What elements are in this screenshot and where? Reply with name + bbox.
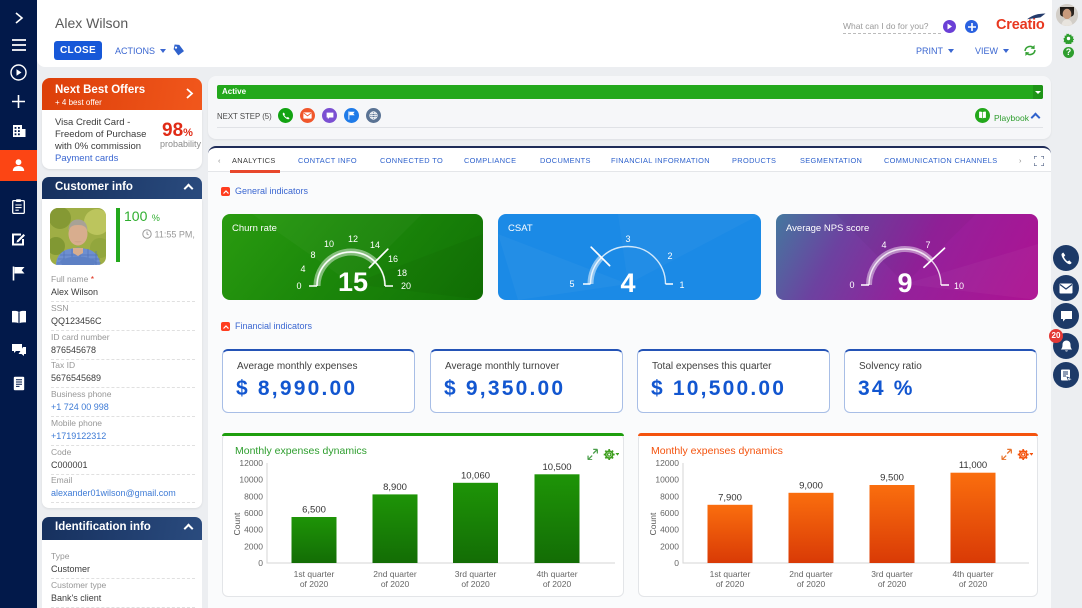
- svg-text:8: 8: [310, 250, 315, 260]
- svg-text:4th quarter: 4th quarter: [536, 569, 577, 579]
- svg-text:of 2020: of 2020: [461, 579, 490, 589]
- svg-text:0: 0: [296, 281, 301, 291]
- svg-text:6000: 6000: [660, 508, 679, 518]
- svg-text:2000: 2000: [244, 541, 263, 551]
- svg-text:2nd quarter: 2nd quarter: [373, 569, 417, 579]
- svg-text:6000: 6000: [244, 508, 263, 518]
- svg-text:6,500: 6,500: [302, 505, 326, 516]
- svg-text:4000: 4000: [660, 525, 679, 535]
- svg-text:9,500: 9,500: [880, 473, 904, 484]
- svg-text:8000: 8000: [244, 491, 263, 501]
- svg-text:4th quarter: 4th quarter: [952, 569, 993, 579]
- svg-text:Count: Count: [232, 512, 242, 535]
- svg-text:of 2020: of 2020: [381, 579, 410, 589]
- svg-text:20: 20: [401, 281, 411, 291]
- svg-text:Count: Count: [648, 512, 658, 535]
- svg-text:2000: 2000: [660, 541, 679, 551]
- svg-text:11,000: 11,000: [959, 460, 987, 471]
- svg-text:of 2020: of 2020: [716, 579, 745, 589]
- svg-text:4: 4: [300, 264, 305, 274]
- svg-text:7,900: 7,900: [718, 492, 742, 503]
- svg-text:18: 18: [397, 268, 407, 278]
- svg-text:of 2020: of 2020: [797, 579, 826, 589]
- svg-text:10000: 10000: [655, 475, 679, 485]
- svg-text:12000: 12000: [655, 458, 679, 468]
- svg-text:of 2020: of 2020: [543, 579, 572, 589]
- svg-text:4: 4: [620, 268, 635, 298]
- svg-text:3rd quarter: 3rd quarter: [455, 569, 497, 579]
- svg-text:0: 0: [258, 558, 263, 568]
- svg-text:of 2020: of 2020: [878, 579, 907, 589]
- svg-text:0: 0: [674, 558, 679, 568]
- svg-text:10: 10: [324, 239, 334, 249]
- svg-text:4: 4: [881, 240, 886, 250]
- svg-text:5: 5: [569, 279, 574, 289]
- svg-text:10,500: 10,500: [542, 462, 571, 473]
- svg-text:12: 12: [348, 234, 358, 244]
- svg-text:9,000: 9,000: [799, 480, 823, 491]
- svg-text:1st quarter: 1st quarter: [294, 569, 335, 579]
- svg-text:15: 15: [338, 267, 368, 297]
- svg-text:8000: 8000: [660, 491, 679, 501]
- svg-text:1: 1: [679, 280, 684, 290]
- svg-text:2: 2: [667, 251, 672, 261]
- svg-text:2nd quarter: 2nd quarter: [789, 569, 833, 579]
- svg-text:10: 10: [954, 281, 964, 291]
- svg-text:1st quarter: 1st quarter: [710, 569, 751, 579]
- svg-text:3: 3: [625, 234, 630, 244]
- svg-text:of 2020: of 2020: [959, 579, 988, 589]
- svg-text:4000: 4000: [244, 525, 263, 535]
- svg-text:16: 16: [388, 254, 398, 264]
- svg-text:10000: 10000: [239, 475, 263, 485]
- svg-text:3rd quarter: 3rd quarter: [871, 569, 913, 579]
- svg-text:of 2020: of 2020: [300, 579, 329, 589]
- svg-text:0: 0: [849, 280, 854, 290]
- svg-text:10,060: 10,060: [461, 470, 490, 481]
- svg-text:7: 7: [925, 240, 930, 250]
- svg-text:14: 14: [370, 240, 380, 250]
- svg-text:8,900: 8,900: [383, 482, 407, 493]
- svg-text:9: 9: [897, 268, 912, 298]
- svg-text:12000: 12000: [239, 458, 263, 468]
